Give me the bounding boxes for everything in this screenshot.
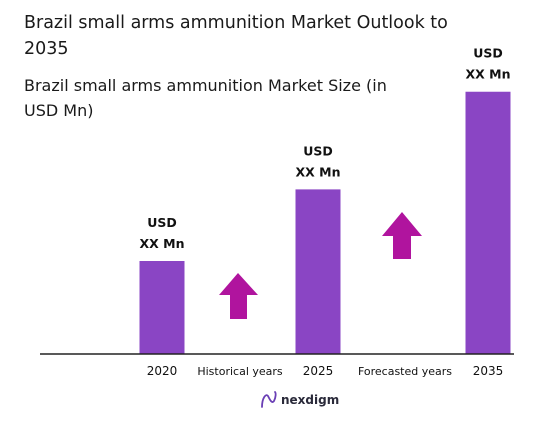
chart-subtitle-line-2: USD Mn) xyxy=(24,101,93,120)
bars-group xyxy=(139,91,511,355)
bar-2025 xyxy=(295,189,341,354)
bar-2035 xyxy=(465,91,511,355)
bar-value-label-2025-2: XX Mn xyxy=(296,164,341,179)
x-tick-label-2020: 2020 xyxy=(147,364,178,378)
bar-value-label-2020-1: USD xyxy=(147,215,177,230)
bar-value-label-2020-2: XX Mn xyxy=(140,236,185,251)
period-label-forecasted: Forecasted years xyxy=(358,365,452,378)
nexdigm-logo: nexdigm xyxy=(261,391,339,408)
bar-value-label-2035-2: XX Mn xyxy=(466,67,511,82)
x-tick-labels-group: 2020 2025 2035 xyxy=(147,364,504,378)
nexdigm-logo-icon xyxy=(261,391,277,408)
bar-value-label-2035-1: USD xyxy=(473,46,503,61)
value-labels-group: USD XX Mn USD XX Mn USD XX Mn xyxy=(140,46,511,251)
chart-subtitle-line-1: Brazil small arms ammunition Market Size… xyxy=(24,76,387,95)
period-label-historical: Historical years xyxy=(197,365,283,378)
chart-title: Brazil small arms ammunition Market Outl… xyxy=(24,13,453,59)
bar-value-label-2025-1: USD xyxy=(303,143,333,158)
growth-arrow-up-icon xyxy=(219,273,258,319)
bar-2020 xyxy=(139,261,185,354)
x-tick-label-2025: 2025 xyxy=(303,364,334,378)
chart-title-line-1: Brazil small arms ammunition Market Outl… xyxy=(24,13,448,33)
x-tick-label-2035: 2035 xyxy=(473,364,504,378)
growth-arrow-up-icon xyxy=(382,212,422,259)
brand-name: nexdigm xyxy=(281,393,339,407)
chart-title-line-2: 2035 xyxy=(24,39,69,59)
chart-subtitle: Brazil small arms ammunition Market Size… xyxy=(24,76,392,120)
